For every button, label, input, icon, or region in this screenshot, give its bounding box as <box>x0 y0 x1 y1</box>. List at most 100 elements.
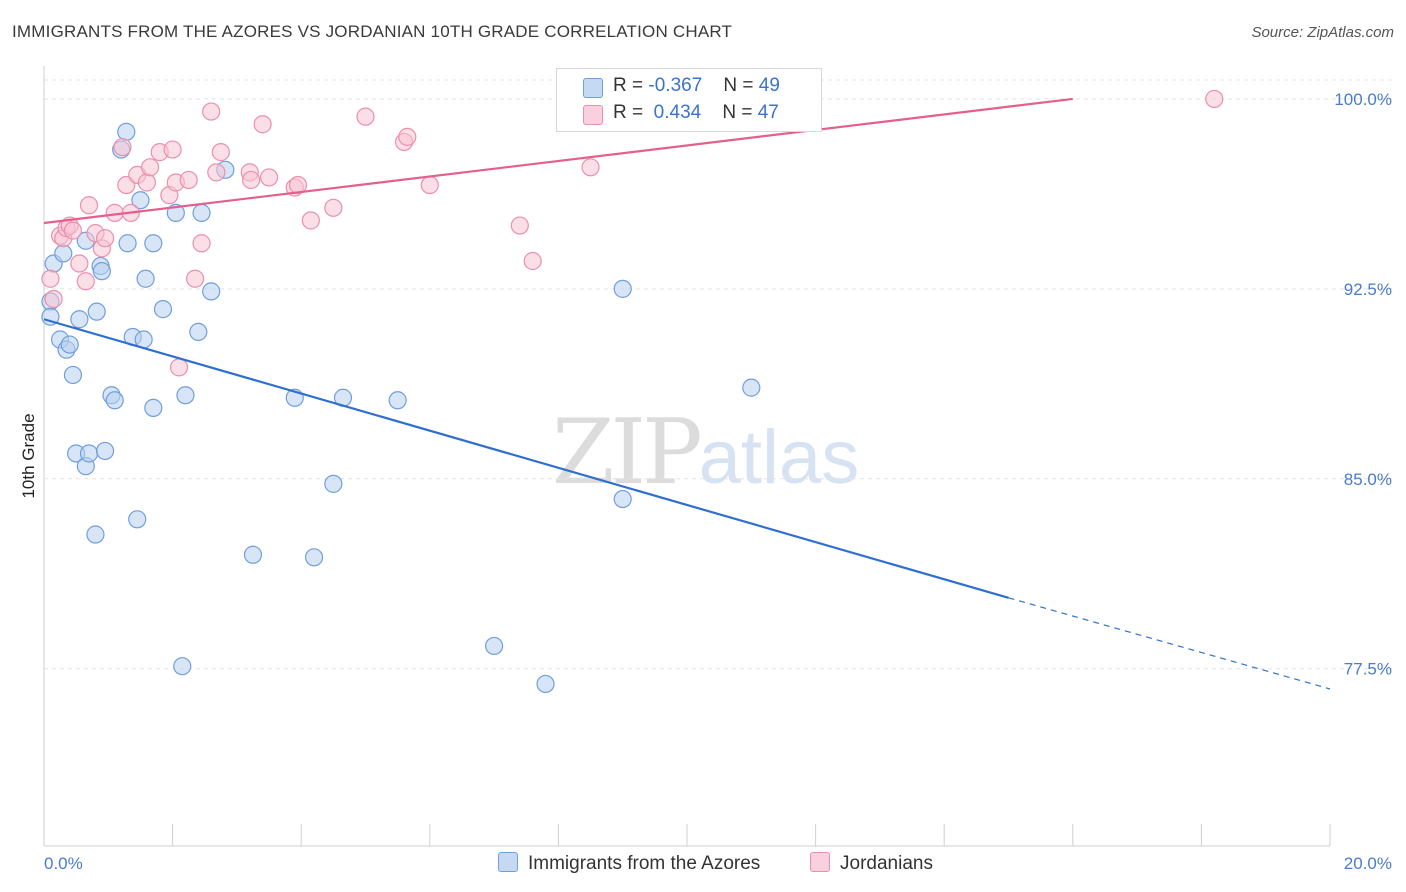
data-point <box>163 140 182 159</box>
legend-n-label: N = <box>722 102 753 123</box>
legend-swatch-azores <box>583 78 603 98</box>
data-point <box>128 510 147 529</box>
data-point <box>173 657 192 676</box>
data-point <box>288 175 308 195</box>
data-point <box>324 198 343 217</box>
legend-n-value: 47 <box>757 102 779 123</box>
point-layer <box>41 89 1224 694</box>
trend-layer <box>43 97 1331 690</box>
data-point <box>356 107 375 126</box>
y-tick-label: 77.5% <box>1344 660 1392 679</box>
data-point <box>613 489 632 509</box>
data-point <box>485 636 504 656</box>
data-point <box>113 137 132 157</box>
data-point <box>144 398 163 417</box>
trend-line <box>43 318 1009 599</box>
data-point <box>388 391 407 410</box>
x-tick-label: 20.0% <box>1344 854 1392 873</box>
data-point <box>105 391 124 410</box>
y-tick-label: 100.0% <box>1334 90 1392 109</box>
data-point <box>44 289 63 309</box>
data-point <box>79 444 99 463</box>
data-point <box>207 163 226 182</box>
data-point <box>137 173 156 192</box>
data-point <box>324 474 343 493</box>
data-point <box>510 216 529 235</box>
data-point <box>202 102 221 121</box>
data-point <box>189 322 208 342</box>
data-point <box>95 229 115 248</box>
trend-line <box>43 97 1073 225</box>
data-point <box>70 254 89 273</box>
y-tick-label: 92.5% <box>1344 280 1392 299</box>
data-point <box>202 282 221 301</box>
data-point <box>79 196 99 215</box>
data-point <box>118 234 137 253</box>
legend-n-value: 49 <box>758 75 780 96</box>
data-point <box>70 310 89 329</box>
data-point <box>613 279 632 298</box>
data-point <box>136 269 155 288</box>
legend-text-jordanians: R = 0.434 N = 47 <box>613 102 779 124</box>
series-legend-jordanians: Jordanians <box>810 852 933 875</box>
data-point <box>63 221 83 240</box>
watermark-atlas: atlas <box>698 415 860 500</box>
y-tick-label: 85.0% <box>1344 470 1392 489</box>
data-point <box>253 115 272 134</box>
data-point <box>92 262 111 281</box>
data-point <box>117 122 136 141</box>
series-name-jordanians: Jordanians <box>840 853 933 874</box>
series-name-azores: Immigrants from the Azores <box>528 853 761 874</box>
series-swatch-jordanians <box>810 852 830 872</box>
legend-n-label: N = <box>723 75 754 96</box>
data-point <box>41 269 60 288</box>
trend-line-extension <box>1008 597 1331 690</box>
chart-title: IMMIGRANTS FROM THE AZORES VS JORDANIAN … <box>12 22 733 41</box>
data-point <box>241 170 261 190</box>
data-point <box>1205 89 1224 109</box>
legend-text-azores: R = -0.367 N = 49 <box>613 75 780 97</box>
data-point <box>243 545 263 564</box>
x-tick-label: 0.0% <box>44 854 83 873</box>
data-point <box>86 525 105 544</box>
data-point <box>176 386 195 405</box>
data-point <box>304 548 324 567</box>
data-point <box>211 143 230 162</box>
data-point <box>581 158 600 177</box>
correlation-legend: R = -0.367 N = 49 R = 0.434 N = 47 <box>556 68 822 132</box>
data-point <box>131 191 150 210</box>
data-point <box>259 168 279 187</box>
data-point <box>87 302 106 321</box>
data-point <box>742 378 761 397</box>
data-point <box>301 211 320 230</box>
data-point <box>63 365 83 385</box>
data-point <box>536 674 555 694</box>
source-label: Source: ZipAtlas.com <box>1251 24 1394 41</box>
data-point <box>186 269 205 288</box>
data-point <box>60 335 79 354</box>
legend-swatch-jordanians <box>583 105 603 125</box>
legend-r-label: R = <box>613 102 644 123</box>
data-point <box>398 127 417 147</box>
series-swatch-azores <box>498 852 518 872</box>
y-axis-label: 10th Grade <box>19 413 38 498</box>
data-point <box>144 234 163 253</box>
label-layer: 77.5% 85.0% 92.5% 100.0% 0.0% 20.0% 10th Grade <box>19 90 1392 873</box>
data-point <box>420 175 439 195</box>
data-point <box>523 251 542 271</box>
data-point <box>153 300 173 319</box>
axis-layer <box>43 66 1331 847</box>
data-point <box>179 170 198 190</box>
data-point <box>169 358 189 377</box>
data-point <box>76 272 95 291</box>
legend-r-value: -0.367 <box>648 75 703 96</box>
series-legend-azores: Immigrants from the Azores <box>498 852 760 875</box>
data-point <box>54 244 73 263</box>
data-point <box>140 158 160 177</box>
legend-r-value: 0.434 <box>653 102 702 123</box>
data-point <box>192 234 211 253</box>
data-point <box>192 203 211 222</box>
legend-r-label: R = <box>613 75 644 96</box>
data-point <box>95 441 115 461</box>
